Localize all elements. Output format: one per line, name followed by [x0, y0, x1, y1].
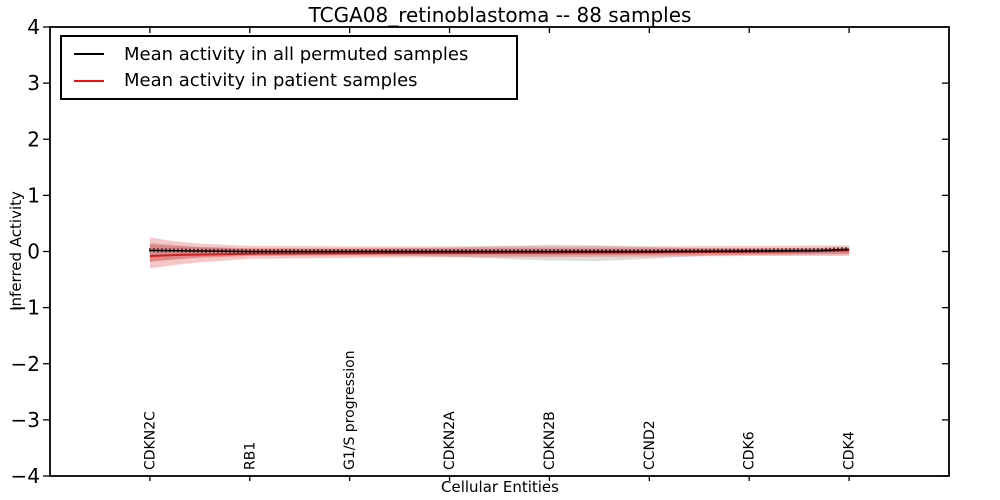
- legend-entry-patient: Mean activity in patient samples: [62, 70, 516, 91]
- x-entity-label: CDK4: [842, 431, 858, 470]
- chart-title: TCGA08_retinoblastoma -- 88 samples: [308, 3, 692, 27]
- legend-box: Mean activity in all permuted samples Me…: [60, 35, 518, 100]
- legend-label-permuted: Mean activity in all permuted samples: [124, 43, 469, 65]
- x-entity-label: CDKN2C: [142, 411, 158, 470]
- x-entity-label: CCND2: [642, 420, 658, 470]
- permuted-mean-markers: [149, 247, 847, 254]
- legend-entry-permuted: Mean activity in all permuted samples: [62, 44, 516, 65]
- y-tick-label: 2: [27, 127, 40, 151]
- x-axis-label: Cellular Entities: [441, 478, 559, 496]
- legend-label-patient: Mean activity in patient samples: [124, 70, 418, 92]
- legend-line-sample-red: [74, 79, 104, 82]
- y-tick-label: 0: [27, 240, 40, 264]
- x-entity-label: CDKN2A: [442, 411, 458, 470]
- x-entity-label: G1/S progression: [342, 350, 358, 470]
- x-entity-label: CDK6: [742, 431, 758, 470]
- y-tick-label: 1: [27, 183, 40, 207]
- y-tick-label: −3: [11, 408, 40, 432]
- y-tick-label: 4: [27, 15, 40, 39]
- x-entity-label: CDKN2B: [542, 411, 558, 470]
- y-tick-label: −2: [11, 352, 40, 376]
- y-tick-label: 3: [27, 71, 40, 95]
- y-tick-label: −4: [11, 464, 40, 488]
- legend-line-sample-black: [74, 53, 104, 56]
- x-entity-label: RB1: [242, 442, 258, 470]
- y-tick-label: −1: [11, 296, 40, 320]
